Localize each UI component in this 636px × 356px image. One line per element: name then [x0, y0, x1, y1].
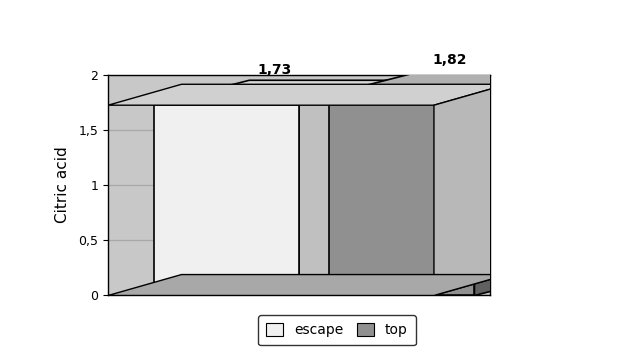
- Y-axis label: Citric acid: Citric acid: [55, 147, 70, 224]
- Polygon shape: [474, 70, 570, 295]
- Text: 1,73: 1,73: [257, 63, 291, 77]
- Polygon shape: [299, 80, 394, 295]
- Polygon shape: [434, 84, 508, 295]
- Polygon shape: [329, 70, 570, 95]
- Legend: escape, top: escape, top: [258, 315, 416, 345]
- Polygon shape: [154, 80, 394, 105]
- Bar: [329, 95, 474, 295]
- Text: 1,82: 1,82: [432, 53, 467, 67]
- Bar: [154, 105, 299, 295]
- Polygon shape: [108, 84, 508, 105]
- Polygon shape: [108, 274, 508, 295]
